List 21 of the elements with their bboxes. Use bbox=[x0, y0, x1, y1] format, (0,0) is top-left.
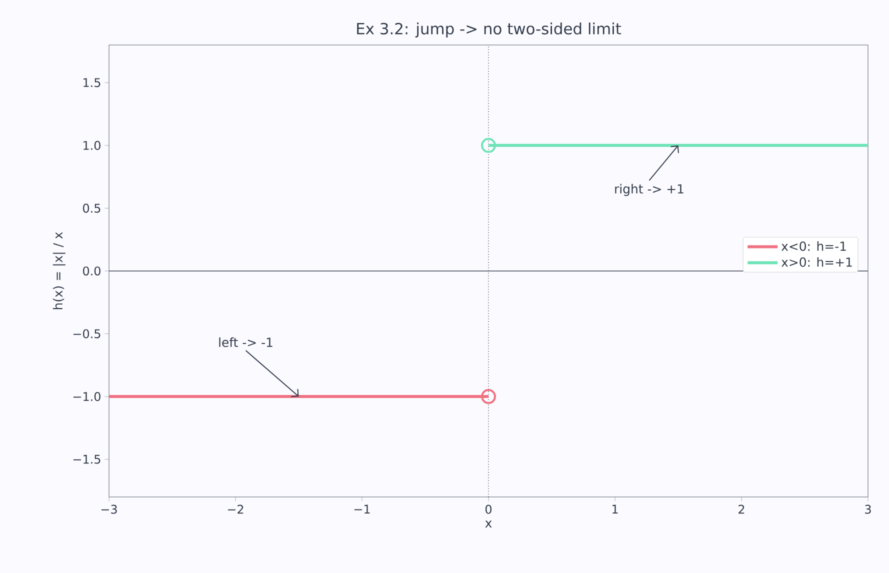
y-tick-label: 1.0 bbox=[84, 140, 100, 150]
x-axis-title: x bbox=[485, 520, 492, 528]
y-tick-label: 0.0 bbox=[83, 266, 100, 276]
annotation: right -> +1 bbox=[615, 184, 684, 196]
x-tick-label: 1 bbox=[612, 504, 618, 514]
x-tick-label: 0 bbox=[485, 504, 492, 514]
y-tick-label: −1.0 bbox=[73, 392, 100, 402]
x-tick-label: −1 bbox=[354, 504, 370, 514]
annotation: left -> -1 bbox=[219, 337, 272, 348]
x-tick-label: 3 bbox=[865, 504, 871, 514]
chart-title: Ex 3.2: jump -> no two-sided limit bbox=[357, 22, 622, 38]
y-tick-label: −0.5 bbox=[73, 329, 100, 338]
y-tick-label: 0.5 bbox=[83, 204, 100, 213]
legend-label: x<0: h=-1 bbox=[781, 241, 846, 251]
x-tick-label: 2 bbox=[738, 504, 744, 514]
y-axis-title: h(x) = |x| / x bbox=[52, 232, 66, 310]
y-tick-label: 1.5 bbox=[84, 78, 100, 88]
y-tick-label: −1.5 bbox=[73, 454, 100, 464]
x-tick-label: −3 bbox=[101, 504, 117, 514]
legend-label: x>0: h=+1 bbox=[781, 257, 852, 267]
x-tick-label: −2 bbox=[228, 504, 244, 514]
